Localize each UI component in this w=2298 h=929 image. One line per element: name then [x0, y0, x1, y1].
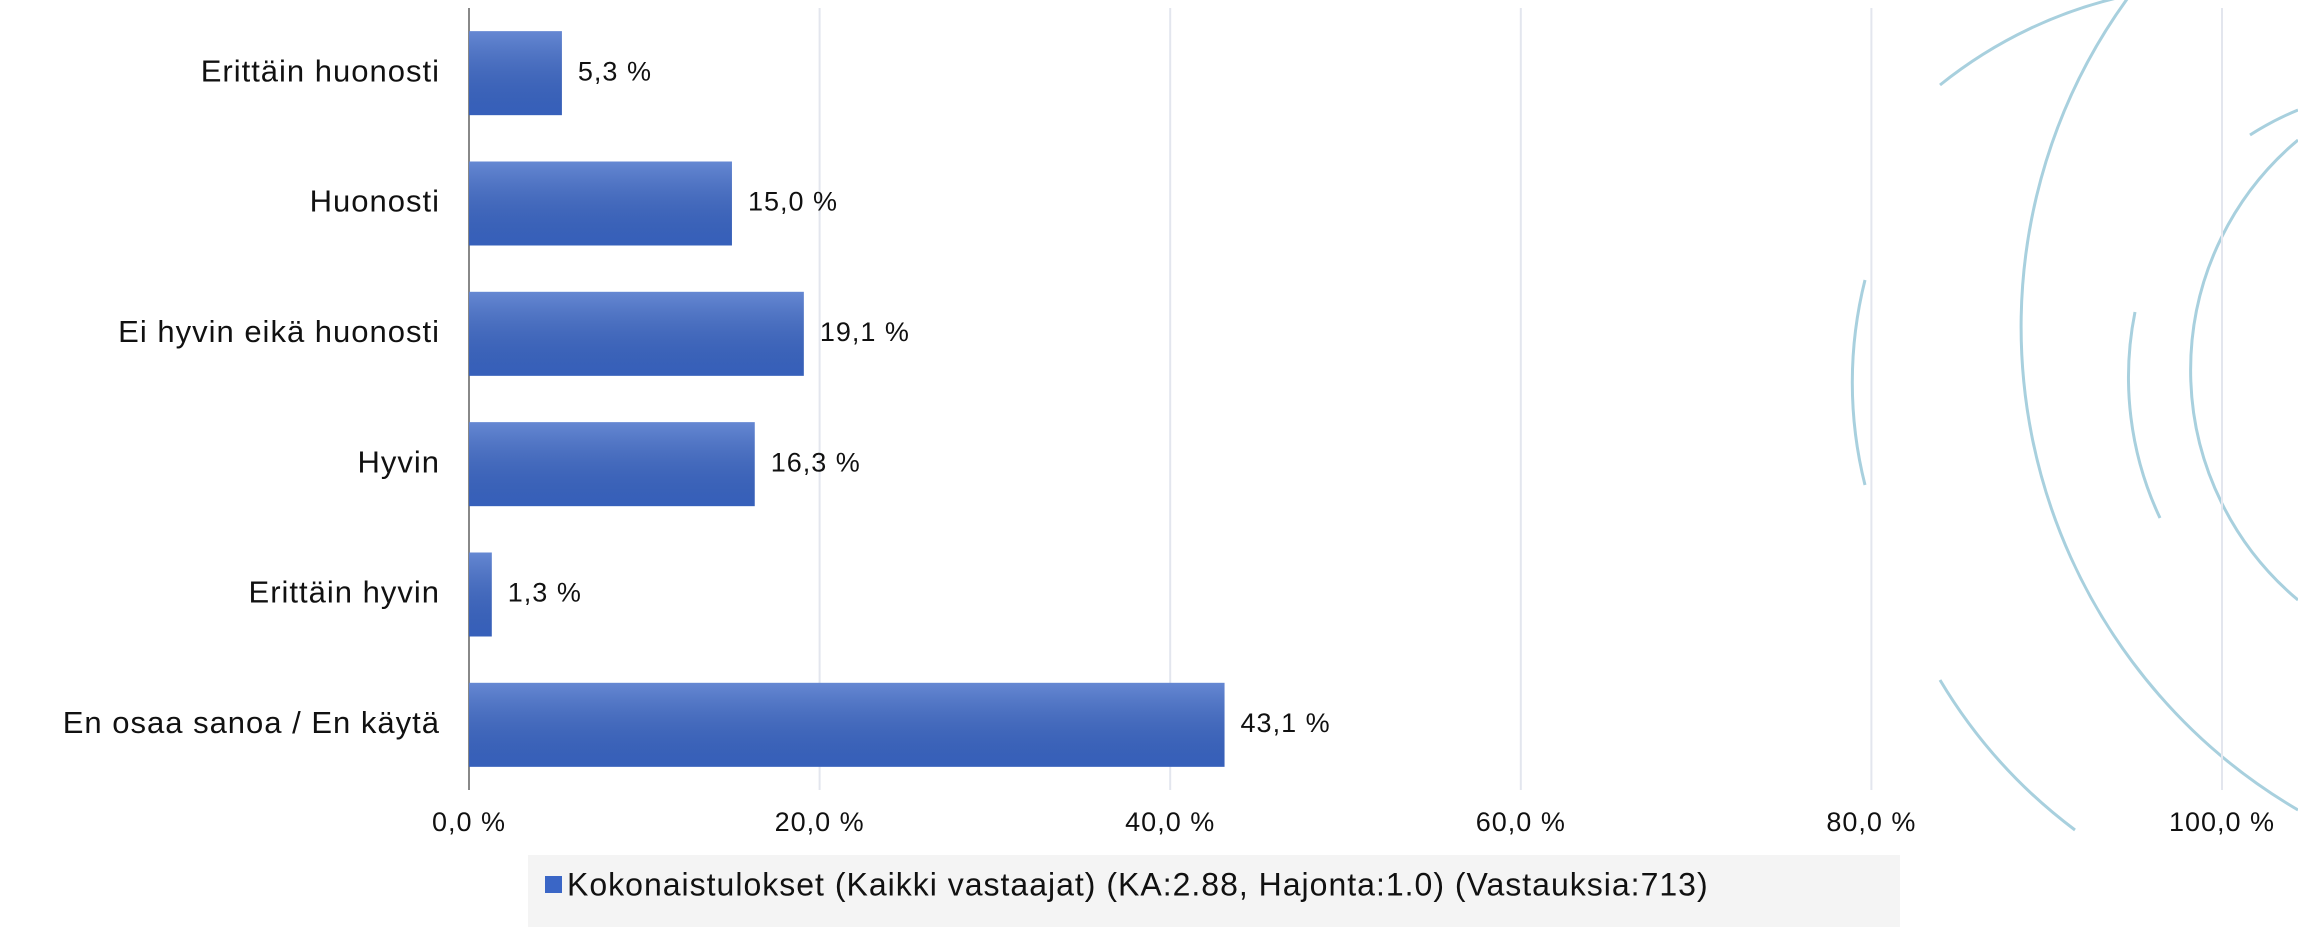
value-label: 19,1 %	[820, 317, 910, 347]
y-tick-label: En osaa sanoa / En käytä	[63, 705, 440, 740]
x-tick-label: 20,0 %	[775, 807, 865, 837]
y-tick-label: Erittäin huonosti	[201, 53, 440, 88]
x-tick-label: 100,0 %	[2169, 807, 2275, 837]
x-tick-label: 40,0 %	[1125, 807, 1215, 837]
bar-sheen	[469, 162, 732, 246]
y-tick-label: Erittäin hyvin	[249, 575, 440, 610]
value-label: 16,3 %	[771, 447, 861, 477]
bar-sheen	[469, 292, 804, 376]
bar-sheen	[469, 683, 1225, 767]
x-tick-label: 0,0 %	[432, 807, 506, 837]
bar-sheen	[469, 422, 755, 506]
y-tick-label: Ei hyvin eikä huonosti	[118, 314, 440, 349]
bar-sheen	[469, 553, 492, 637]
legend-swatch	[545, 876, 562, 893]
chart: 0,0 % 20,0 % 40,0 % 60,0 % 80,0 % 100,0 % Erit…	[0, 0, 2298, 929]
x-tick-label: 80,0 %	[1826, 807, 1916, 837]
bar-sheen	[469, 31, 562, 115]
x-tick-label: 60,0 %	[1476, 807, 1566, 837]
value-label: 5,3 %	[578, 56, 652, 86]
value-label: 1,3 %	[508, 578, 582, 608]
decoration	[1852, 0, 2298, 830]
legend-label: Kokonaistulokset (Kaikki vastaajat) (KA:…	[567, 866, 1709, 902]
value-label: 43,1 %	[1241, 708, 1331, 738]
y-tick-label: Hyvin	[357, 444, 440, 479]
value-label: 15,0 %	[748, 187, 838, 217]
y-tick-label: Huonosti	[310, 184, 440, 219]
